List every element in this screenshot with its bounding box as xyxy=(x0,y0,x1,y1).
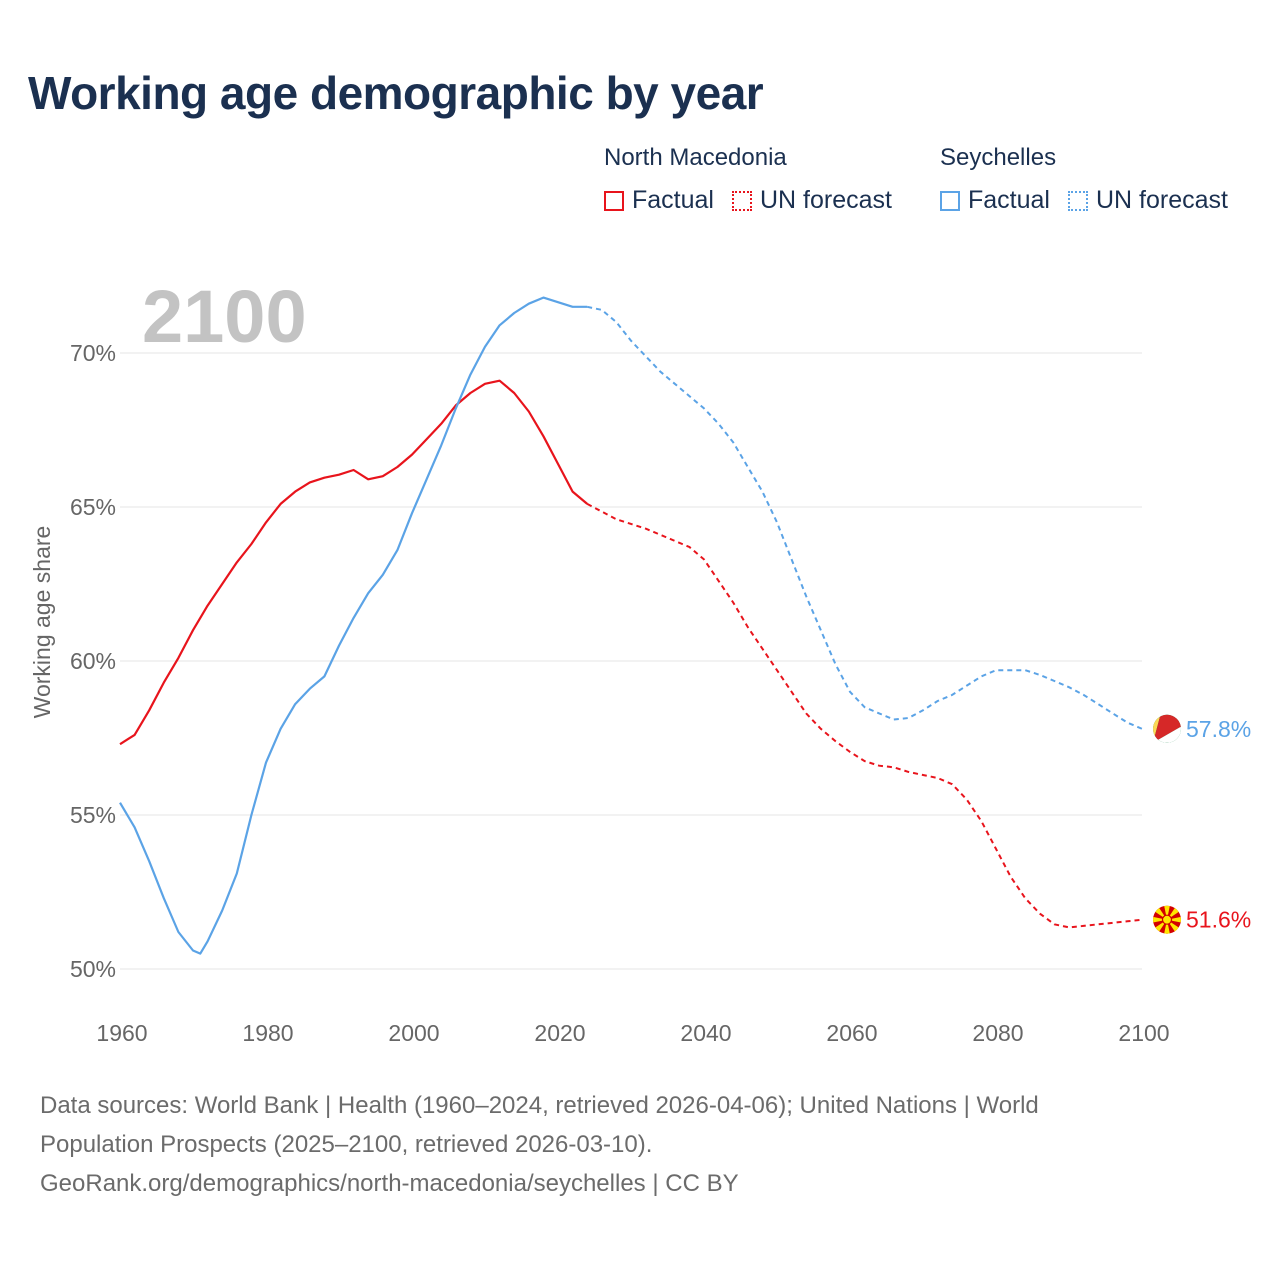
line-chart: 50% 55% 60% 65% 70% 1960 1980 2000 2020 2040 2060 2… xyxy=(29,275,1251,1046)
legend-forecast-label: UN forecast xyxy=(1095,186,1228,214)
x-tick-label: 2080 xyxy=(972,1020,1023,1046)
legend-factual-item[interactable]: Factual xyxy=(604,186,714,215)
x-tick-label: 1960 xyxy=(96,1020,147,1046)
flag-band xyxy=(1153,714,1181,743)
legend-solid-swatch-icon xyxy=(940,190,960,211)
y-tick-label: 65% xyxy=(70,494,116,520)
seychelles-factual-line xyxy=(119,296,588,955)
legend-dotted-swatch-icon xyxy=(731,190,752,211)
legend-solid-swatch-icon xyxy=(604,190,624,211)
legend-factual-item[interactable]: Factual xyxy=(940,186,1050,215)
y-tick-label: 70% xyxy=(70,340,116,366)
flag-band xyxy=(1093,694,1153,743)
flag-band xyxy=(1153,714,1181,743)
flag-sun xyxy=(1161,914,1173,925)
legend-forecast-item[interactable]: UN forecast xyxy=(731,186,892,215)
legend-country-label: North Macedonia xyxy=(604,144,787,171)
legend-country-label: Seychelles xyxy=(940,144,1057,171)
legend-factual-label: Factual xyxy=(632,186,714,214)
x-tick-label: 1980 xyxy=(242,1020,293,1046)
year-watermark: 2100 xyxy=(142,275,307,358)
north-macedonia-end-label: 51.6% xyxy=(1186,907,1251,933)
y-tick-label: 60% xyxy=(70,648,116,674)
y-tick-label: 55% xyxy=(70,802,116,828)
flag-sun-ray xyxy=(1153,915,1167,924)
legend-seychelles: Seychelles Factual UN forecast xyxy=(940,144,1246,215)
footer-line: GeoRank.org/demographics/north-macedonia… xyxy=(40,1170,739,1197)
x-tick-label: 2060 xyxy=(826,1020,877,1046)
flag-sun-ray xyxy=(1163,905,1171,920)
x-tick-label: 2040 xyxy=(680,1020,731,1046)
legend-factual-label: Factual xyxy=(968,186,1050,214)
chart-title: Working age demographic by year xyxy=(28,67,764,119)
footer-line: Data sources: World Bank | Health (1960–… xyxy=(40,1092,1039,1119)
north-macedonia-factual-line xyxy=(119,379,588,746)
seychelles-flag-icon xyxy=(1093,694,1181,743)
x-tick-label: 2020 xyxy=(534,1020,585,1046)
seychelles-end-label: 57.8% xyxy=(1186,716,1251,742)
footer-line: Population Prospects (2025–2100, retriev… xyxy=(40,1131,653,1158)
x-tick-label: 2100 xyxy=(1118,1020,1169,1046)
flag-sun-ray xyxy=(1167,915,1181,924)
legend-dotted-swatch-icon xyxy=(1067,190,1088,211)
seychelles-forecast-line xyxy=(586,305,1143,730)
north-macedonia-forecast-line xyxy=(586,503,1143,929)
north-macedonia-flag-icon xyxy=(1153,905,1181,934)
x-tick-label: 2000 xyxy=(388,1020,439,1046)
legend-forecast-item[interactable]: UN forecast xyxy=(1067,186,1228,215)
legend-forecast-label: UN forecast xyxy=(759,186,892,214)
y-tick-label: 50% xyxy=(70,956,116,982)
legend-north-macedonia: North Macedonia Factual UN forecast xyxy=(604,144,910,215)
flag-band xyxy=(1153,714,1169,743)
y-axis-label: Working age share xyxy=(29,526,55,719)
footer-sources: Data sources: World Bank | Health (1960–… xyxy=(40,1086,1240,1203)
flag-sun-ray xyxy=(1163,919,1171,934)
